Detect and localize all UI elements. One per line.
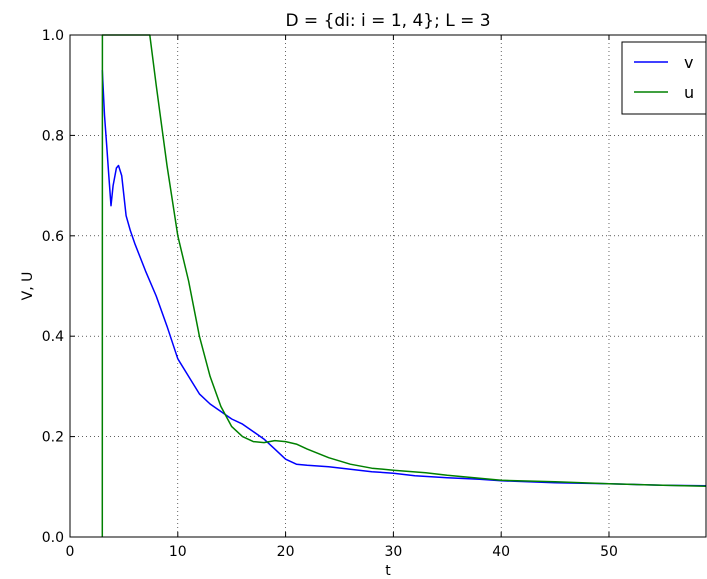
- y-tick-label: 0.6: [42, 229, 64, 245]
- plot-frame: [69, 34, 707, 538]
- legend-label-v: v: [684, 53, 693, 72]
- series-layer: [101, 34, 707, 538]
- x-tick-label: 50: [600, 544, 618, 560]
- legend-box: [621, 41, 707, 115]
- x-tick-label: 20: [277, 544, 295, 560]
- series-line-u: [101, 34, 707, 538]
- y-tick-label: 0.2: [42, 430, 64, 446]
- legend: v u: [621, 41, 707, 115]
- axis-ticks: 0 10 20 30 40 50 0.0 0.2 0.4 0.6 0.8 1.0: [42, 28, 618, 560]
- x-tick-label: 0: [66, 544, 75, 560]
- x-tick-label: 40: [492, 544, 510, 560]
- legend-label-u: u: [684, 83, 694, 102]
- y-tick-label: 0.4: [42, 329, 64, 345]
- y-tick-label: 0.0: [42, 530, 64, 546]
- x-tick-label: 30: [384, 544, 402, 560]
- y-tick-label: 0.8: [42, 128, 64, 144]
- y-tick-label: 1.0: [42, 28, 64, 44]
- y-axis-label: V, U: [20, 272, 36, 301]
- chart-title: D = {di: i = 1, 4}; L = 3: [285, 11, 490, 31]
- x-tick-label: 10: [169, 544, 187, 560]
- x-axis-label: t: [385, 563, 391, 579]
